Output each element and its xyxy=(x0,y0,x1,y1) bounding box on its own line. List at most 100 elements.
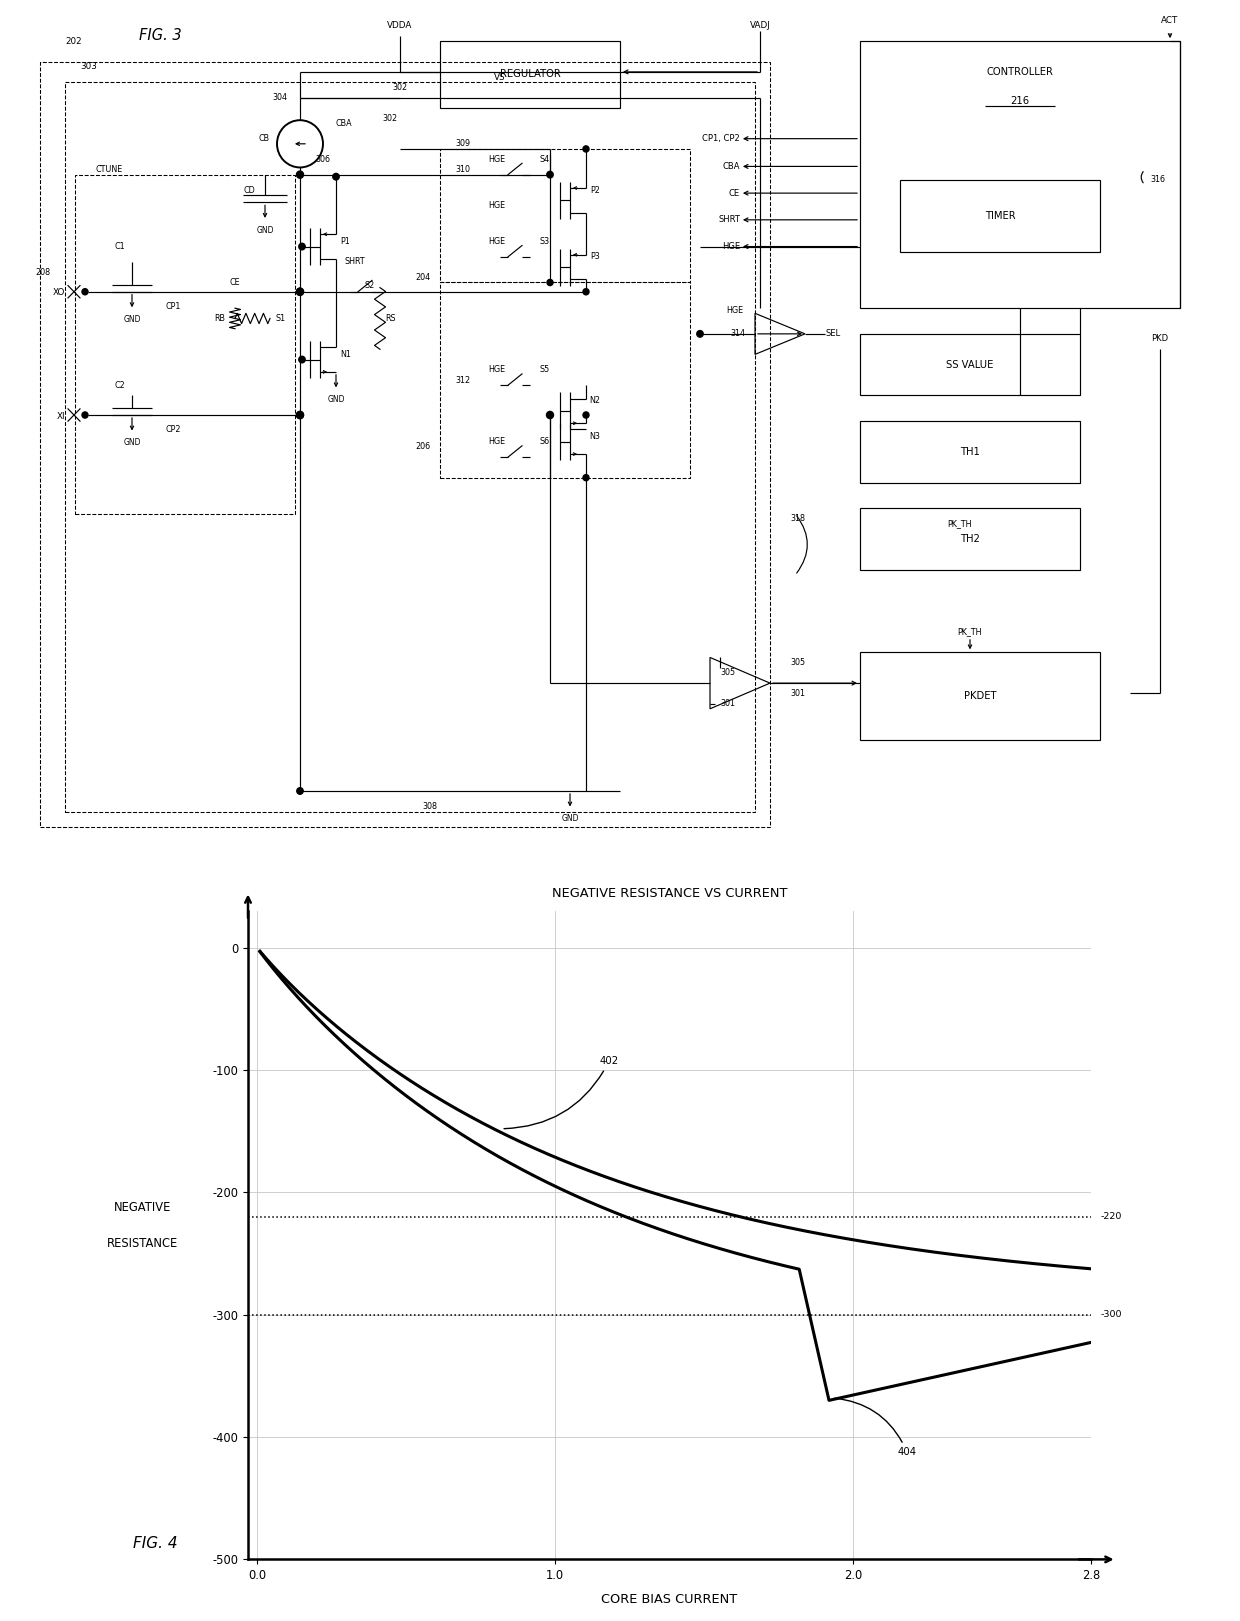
Text: 206: 206 xyxy=(415,443,430,451)
Text: PKDET: PKDET xyxy=(963,692,996,702)
Text: S6: S6 xyxy=(539,438,551,446)
Circle shape xyxy=(296,289,304,295)
Circle shape xyxy=(583,412,589,418)
Text: S5: S5 xyxy=(539,365,551,374)
Text: TH2: TH2 xyxy=(960,535,980,545)
Circle shape xyxy=(547,412,553,418)
Text: HGE: HGE xyxy=(487,237,505,246)
Text: RESISTANCE: RESISTANCE xyxy=(107,1237,179,1250)
Text: P3: P3 xyxy=(590,253,600,261)
Text: 309: 309 xyxy=(455,139,470,148)
Circle shape xyxy=(296,289,304,295)
Text: S4: S4 xyxy=(539,154,551,164)
Circle shape xyxy=(296,412,304,418)
Text: CBA: CBA xyxy=(723,162,740,170)
Text: 316: 316 xyxy=(1149,175,1166,185)
Bar xyxy=(440,149,689,282)
Text: HGE: HGE xyxy=(487,154,505,164)
Text: GND: GND xyxy=(123,438,141,447)
Text: 305: 305 xyxy=(720,668,735,678)
Text: CTUNE: CTUNE xyxy=(95,165,123,173)
Text: XI: XI xyxy=(57,412,64,420)
Bar xyxy=(74,175,295,514)
Text: S3: S3 xyxy=(539,237,551,246)
Bar xyxy=(64,83,755,812)
Title: NEGATIVE RESISTANCE VS CURRENT: NEGATIVE RESISTANCE VS CURRENT xyxy=(552,887,787,900)
Text: N1: N1 xyxy=(340,350,351,358)
Text: 402: 402 xyxy=(503,1055,619,1128)
Circle shape xyxy=(697,331,703,337)
Text: 301: 301 xyxy=(790,689,805,699)
Text: CB: CB xyxy=(259,135,270,143)
Text: VS: VS xyxy=(495,73,506,81)
Text: TIMER: TIMER xyxy=(985,211,1016,220)
Circle shape xyxy=(299,243,305,250)
Text: CE: CE xyxy=(729,188,740,198)
Text: SEL: SEL xyxy=(825,329,841,339)
Circle shape xyxy=(296,412,304,418)
Circle shape xyxy=(583,289,589,295)
Text: 216: 216 xyxy=(1011,96,1029,105)
Text: 305: 305 xyxy=(790,658,805,668)
Text: HGE: HGE xyxy=(487,201,505,211)
Text: PKD: PKD xyxy=(1152,334,1168,344)
Text: P2: P2 xyxy=(590,185,600,195)
Circle shape xyxy=(82,412,88,418)
Text: GND: GND xyxy=(562,814,579,823)
Text: HGE: HGE xyxy=(487,438,505,446)
Text: 312: 312 xyxy=(455,376,470,384)
Circle shape xyxy=(82,289,88,295)
Text: RB: RB xyxy=(215,314,224,323)
Text: FIG. 4: FIG. 4 xyxy=(133,1535,177,1551)
X-axis label: CORE BIAS CURRENT: CORE BIAS CURRENT xyxy=(601,1593,738,1606)
Text: 208: 208 xyxy=(35,267,50,277)
Text: REGULATOR: REGULATOR xyxy=(500,70,560,79)
Text: -220: -220 xyxy=(1100,1213,1121,1221)
Text: 318: 318 xyxy=(790,514,805,524)
Text: P1: P1 xyxy=(340,237,350,246)
Text: 302: 302 xyxy=(392,83,408,92)
Text: SS VALUE: SS VALUE xyxy=(946,360,993,370)
Text: 303: 303 xyxy=(81,62,97,71)
Text: HGE: HGE xyxy=(722,242,740,251)
Text: HGE: HGE xyxy=(487,365,505,374)
Text: CE: CE xyxy=(229,277,241,287)
Text: CBA: CBA xyxy=(335,118,352,128)
Text: PK_TH: PK_TH xyxy=(957,627,982,637)
Text: 306: 306 xyxy=(315,154,330,164)
Text: -300: -300 xyxy=(1100,1310,1122,1319)
Bar xyxy=(861,509,1080,571)
Text: CP1: CP1 xyxy=(165,302,180,311)
Circle shape xyxy=(547,279,553,285)
Bar xyxy=(40,62,770,827)
Text: C1: C1 xyxy=(114,242,125,251)
Bar xyxy=(861,41,1180,308)
Bar xyxy=(900,180,1100,251)
Bar xyxy=(861,334,1080,396)
Text: 308: 308 xyxy=(423,802,438,810)
Text: N2: N2 xyxy=(589,396,600,405)
Text: RS: RS xyxy=(384,314,396,323)
Text: S1: S1 xyxy=(275,314,285,323)
Text: FIG. 3: FIG. 3 xyxy=(139,29,181,44)
Text: NEGATIVE: NEGATIVE xyxy=(114,1201,171,1214)
Bar xyxy=(440,41,620,109)
Text: 301: 301 xyxy=(720,699,735,708)
Bar xyxy=(440,282,689,478)
Bar xyxy=(861,421,1080,483)
Circle shape xyxy=(583,146,589,152)
Text: CONTROLLER: CONTROLLER xyxy=(987,66,1054,76)
Text: CD: CD xyxy=(243,185,255,195)
Text: S2: S2 xyxy=(365,280,376,290)
Circle shape xyxy=(296,172,304,178)
Text: GND: GND xyxy=(257,225,274,235)
Text: VDDA: VDDA xyxy=(387,21,413,31)
Circle shape xyxy=(332,173,340,180)
Circle shape xyxy=(547,172,553,178)
Bar xyxy=(861,652,1100,739)
Text: GND: GND xyxy=(327,396,345,404)
Text: CP1, CP2: CP1, CP2 xyxy=(702,135,740,143)
Circle shape xyxy=(296,788,304,794)
Text: N3: N3 xyxy=(589,433,600,441)
Circle shape xyxy=(299,357,305,363)
